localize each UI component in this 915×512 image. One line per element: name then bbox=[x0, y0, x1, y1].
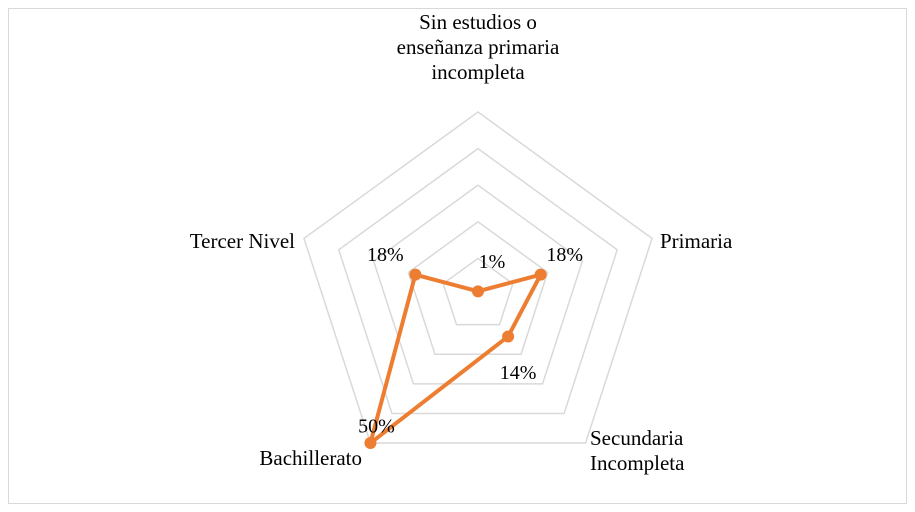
data-point bbox=[409, 268, 422, 281]
grid-ring bbox=[337, 147, 619, 415]
chart-frame bbox=[8, 8, 907, 504]
data-label: 50% bbox=[358, 416, 395, 438]
data-label: 14% bbox=[500, 362, 537, 384]
data-point bbox=[472, 285, 484, 298]
data-point bbox=[534, 268, 547, 281]
axis-label: Bachillerato bbox=[259, 446, 362, 470]
grid-ring bbox=[372, 184, 584, 385]
axis-label: Tercer Nivel bbox=[189, 229, 295, 253]
data-point bbox=[502, 330, 515, 343]
data-label: 18% bbox=[546, 244, 583, 266]
axis-label: Secundaria Incompleta bbox=[590, 426, 685, 475]
grid-ring bbox=[442, 257, 514, 326]
axis-label: Primaria bbox=[660, 229, 733, 253]
series-line bbox=[368, 272, 543, 446]
grid-ring bbox=[303, 111, 653, 444]
data-label: 18% bbox=[367, 244, 404, 266]
data-point bbox=[364, 437, 377, 450]
grid-ring bbox=[407, 220, 549, 355]
data-label: 1% bbox=[479, 251, 506, 273]
axis-label: Sin estudios o enseñanza primaria incomp… bbox=[396, 10, 560, 84]
